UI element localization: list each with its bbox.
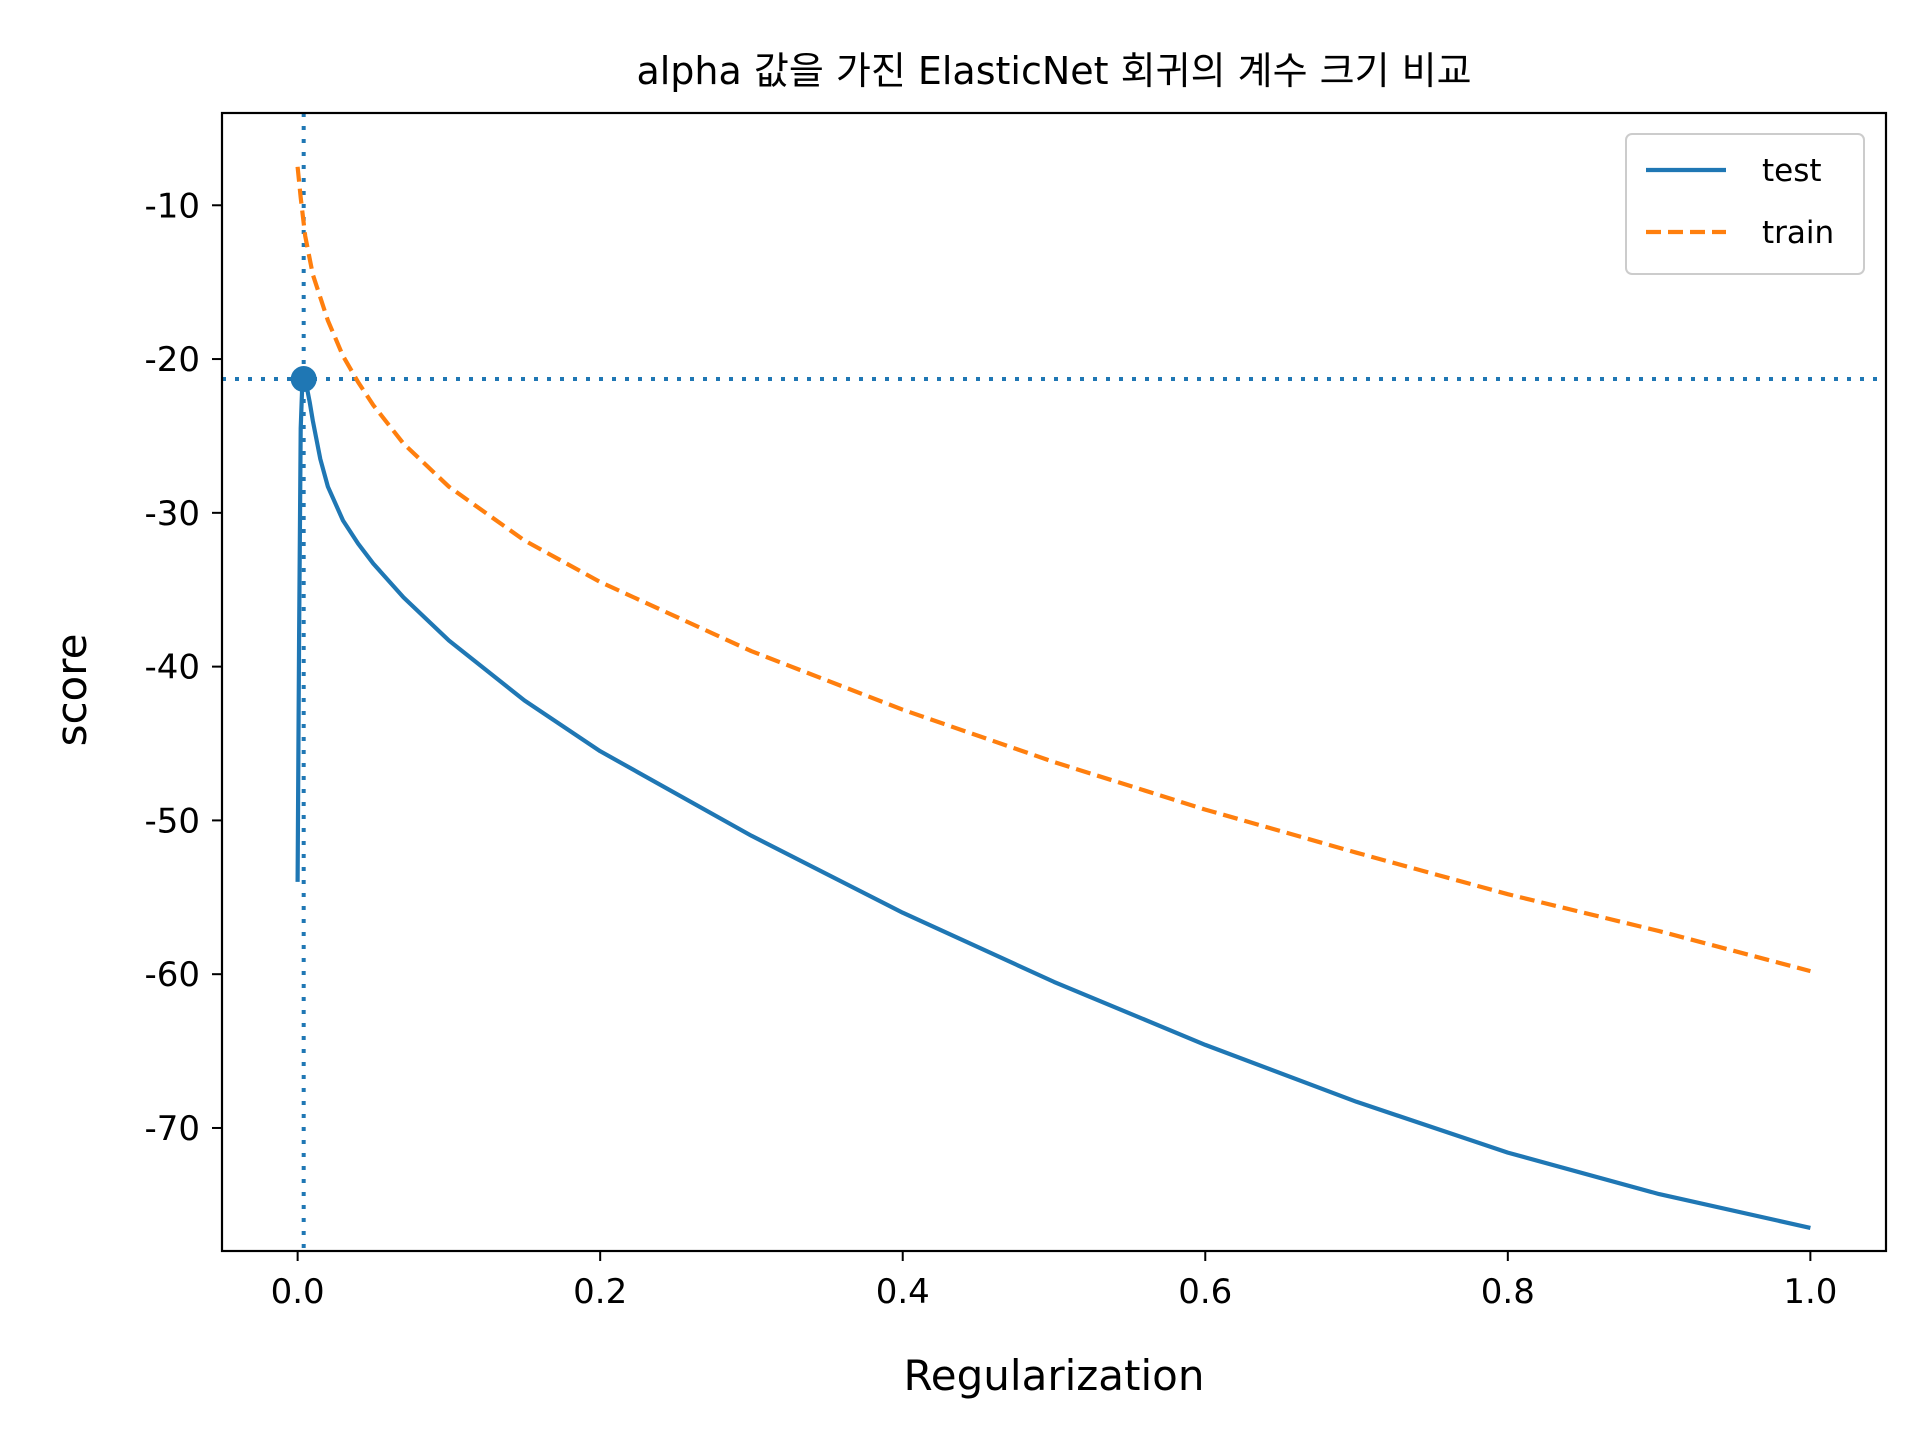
y-tick-label: -70	[144, 1109, 200, 1149]
y-tick-label: -40	[144, 648, 200, 688]
y-tick-label: -10	[144, 186, 200, 226]
chart-title: alpha 값을 가진 ElasticNet 회귀의 계수 크기 비교	[636, 49, 1471, 93]
x-axis-label: Regularization	[904, 1351, 1205, 1400]
y-axis-label: score	[47, 634, 96, 747]
series-line-train	[295, 166, 1811, 974]
x-tick-label: 0.8	[1481, 1272, 1535, 1312]
x-tick-label: 0.2	[573, 1272, 627, 1312]
plot-area	[222, 113, 1886, 1251]
legend-label-test: test	[1762, 153, 1822, 189]
series-line-test	[295, 376, 1811, 1230]
legend: test train	[1625, 133, 1865, 275]
y-tick-label: -60	[144, 955, 200, 995]
axes-frame	[220, 111, 1888, 1253]
y-tick-label: -20	[144, 340, 200, 380]
legend-label-train: train	[1762, 215, 1834, 251]
data-layer	[222, 113, 1886, 1251]
best-point-marker	[290, 366, 317, 393]
axes: 0.0 0.2 0.4 0.6 0.8 1.0 -10 -20 -30 -40 -50 -60 -70	[144, 111, 1888, 1312]
y-tick-label: -30	[144, 494, 200, 534]
legend-box	[1625, 133, 1865, 275]
x-tick-label: 0.6	[1178, 1272, 1232, 1312]
x-tick-label: 0.0	[271, 1272, 325, 1312]
x-tick-label: 1.0	[1783, 1272, 1837, 1312]
y-tick-label: -50	[144, 801, 200, 841]
x-tick-label: 0.4	[876, 1272, 930, 1312]
